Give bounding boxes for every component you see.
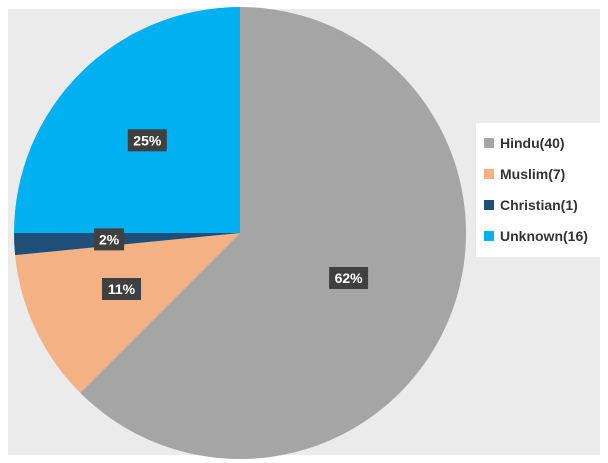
legend-swatch-hindu [484, 138, 494, 148]
legend-label-christian: Christian(1) [500, 197, 578, 213]
pie-data-labels: 62% 11% 2% 25% [94, 129, 369, 300]
legend-label-hindu: Hindu(40) [500, 135, 565, 151]
legend-swatch-unknown [484, 231, 494, 241]
data-label-box-hindu [329, 267, 369, 289]
legend-swatch-christian [484, 200, 494, 210]
data-label-christian: 2% [94, 228, 125, 251]
data-label-box-unknown [127, 129, 167, 152]
pie-slices [14, 7, 466, 459]
data-label-box-muslim [102, 278, 141, 300]
data-label-text-muslim: 11% [108, 281, 136, 297]
legend-label-unknown: Unknown(16) [500, 228, 588, 244]
data-label-unknown: 25% [127, 129, 167, 152]
legend-item-muslim: Muslim(7) [484, 165, 565, 183]
legend-item-christian: Christian(1) [484, 196, 578, 214]
pie-slice-muslim [15, 233, 241, 393]
pie-slice-christian [14, 233, 240, 256]
pie-slice-unknown [14, 7, 240, 233]
data-label-text-hindu: 62% [335, 270, 364, 286]
chart-legend: Hindu(40) Muslim(7) Christian(1) Unknown… [476, 123, 604, 257]
data-label-muslim: 11% [102, 278, 141, 300]
pie-slice-hindu [80, 7, 466, 459]
legend-item-hindu: Hindu(40) [484, 134, 565, 152]
legend-item-unknown: Unknown(16) [484, 227, 588, 245]
data-label-hindu: 62% [329, 267, 369, 289]
data-label-text-christian: 2% [99, 231, 120, 247]
data-label-text-unknown: 25% [133, 132, 162, 148]
legend-label-muslim: Muslim(7) [500, 166, 566, 182]
legend-swatch-muslim [484, 169, 494, 179]
data-label-box-christian [94, 228, 125, 251]
